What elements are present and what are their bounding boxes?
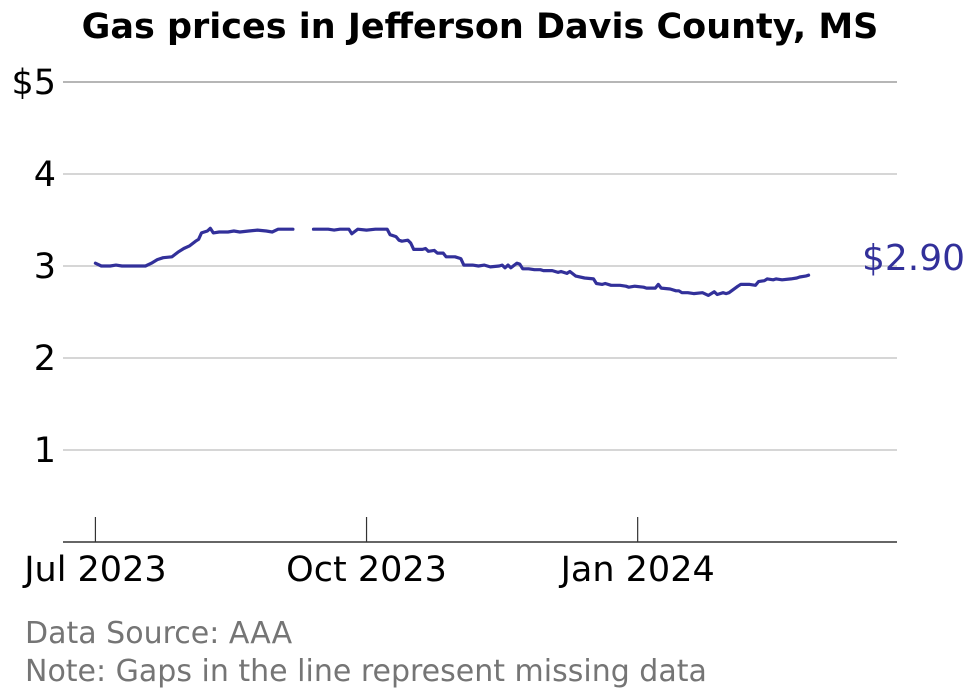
chart-title: Gas prices in Jefferson Davis County, MS bbox=[82, 7, 879, 47]
x-axis-ticks: Jul 2023 Oct 2023 Jan 2024 bbox=[22, 517, 715, 590]
y-tick-label: $5 bbox=[11, 63, 56, 103]
y-axis-labels: 1 2 3 4 $5 bbox=[11, 63, 56, 471]
y-tick-label: 1 bbox=[34, 431, 56, 471]
price-line-segment-1 bbox=[93, 226, 295, 268]
x-tick-label: Jan 2024 bbox=[559, 550, 715, 590]
x-tick-label: Oct 2023 bbox=[286, 550, 447, 590]
price-line-segment-2 bbox=[311, 227, 811, 297]
last-value-label: $2.90 bbox=[862, 238, 965, 279]
x-tick-label: Jul 2023 bbox=[22, 550, 166, 590]
missing-data-note: Note: Gaps in the line represent missing… bbox=[25, 654, 707, 689]
series-price-line bbox=[93, 226, 811, 297]
y-tick-label: 2 bbox=[34, 339, 56, 379]
y-tick-label: 4 bbox=[34, 155, 56, 195]
data-source-note: Data Source: AAA bbox=[25, 616, 293, 651]
y-tick-label: 3 bbox=[34, 247, 56, 287]
